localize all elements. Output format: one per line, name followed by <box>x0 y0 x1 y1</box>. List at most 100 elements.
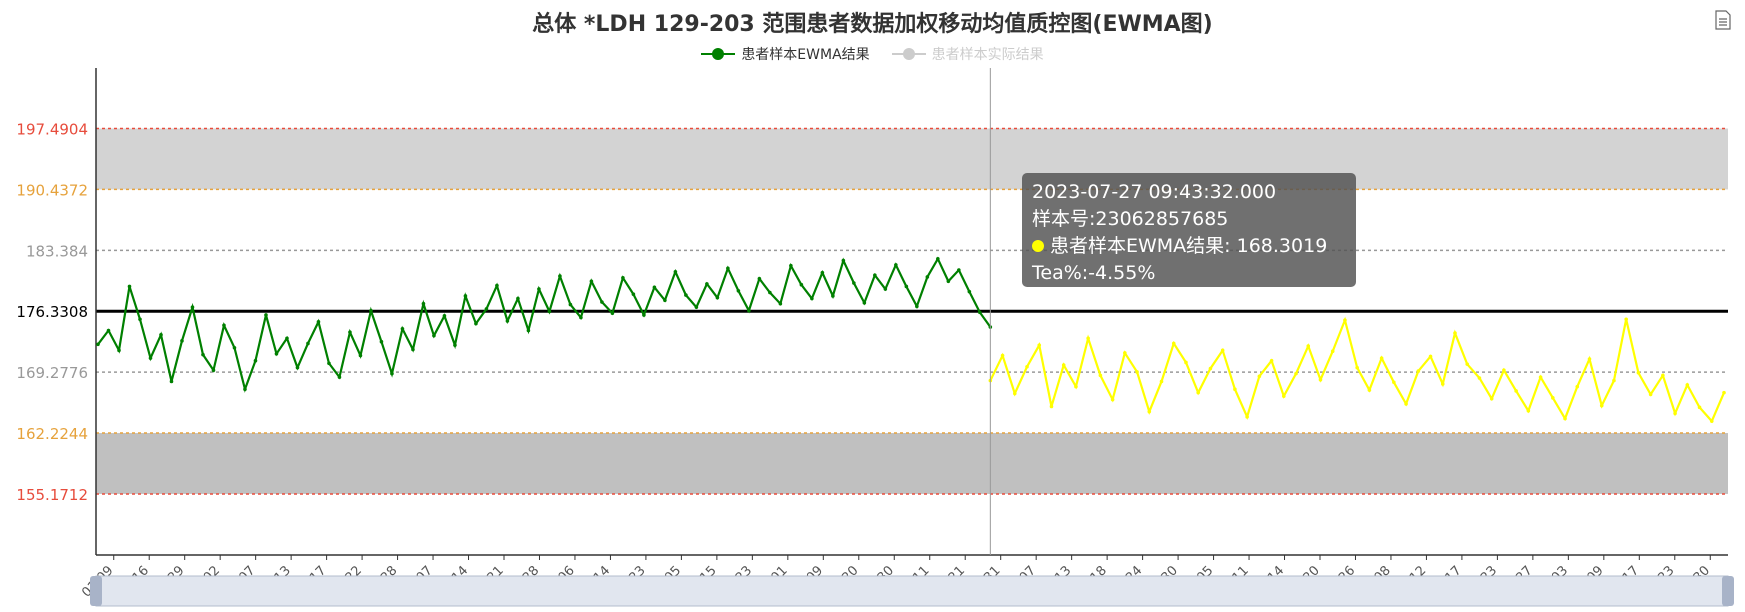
data-point <box>400 326 405 331</box>
data-point <box>1330 349 1335 354</box>
data-point <box>1306 344 1311 348</box>
data-point <box>463 294 468 298</box>
data-point <box>1012 391 1017 396</box>
data-point <box>358 353 363 358</box>
data-point <box>757 276 762 281</box>
legend-line-marker-icon <box>701 48 736 60</box>
y-tick-label: 169.2776 <box>16 364 88 382</box>
data-point <box>505 319 510 323</box>
data-point <box>1159 379 1164 384</box>
data-point <box>1489 396 1494 401</box>
data-point <box>1025 364 1029 369</box>
data-point <box>243 387 247 392</box>
data-point <box>736 288 741 293</box>
data-view-icon[interactable] <box>1715 10 1731 30</box>
data-point <box>915 304 919 309</box>
data-point <box>495 283 499 288</box>
data-point <box>1294 371 1298 376</box>
data-point <box>1661 373 1665 378</box>
data-point <box>1624 317 1628 322</box>
data-point <box>1697 405 1702 410</box>
data-point <box>1049 404 1054 409</box>
data-point <box>1147 409 1152 414</box>
data-point <box>264 313 268 317</box>
data-point <box>1648 392 1653 397</box>
data-point <box>694 305 699 309</box>
data-point <box>1196 390 1201 395</box>
data-point <box>1000 353 1005 358</box>
y-tick-label: 190.4372 <box>16 181 88 199</box>
data-point <box>138 317 142 322</box>
data-point <box>1722 390 1726 395</box>
data-point <box>820 270 825 275</box>
tooltip-tea: Tea%:-4.55% <box>1032 262 1156 284</box>
y-tick-label: 183.384 <box>26 242 88 260</box>
legend: 患者样本EWMA结果 患者样本实际结果 <box>0 44 1745 64</box>
data-point <box>1123 351 1127 355</box>
data-point <box>1612 378 1616 383</box>
data-point <box>1110 397 1115 402</box>
data-point <box>1453 331 1457 335</box>
data-point <box>705 282 709 286</box>
data-point <box>1257 374 1262 379</box>
data-point <box>327 361 331 366</box>
data-point <box>106 328 111 333</box>
legend-item-ewma[interactable]: 患者样本EWMA结果 <box>701 44 870 64</box>
data-point <box>852 281 856 285</box>
data-point <box>474 321 478 326</box>
data-point <box>778 301 783 306</box>
data-point <box>1220 348 1225 353</box>
tooltip-dot-icon <box>1032 240 1044 252</box>
data-point <box>768 290 772 295</box>
data-point <box>537 287 541 291</box>
data-point <box>1392 380 1396 385</box>
data-zoom-handle-right[interactable] <box>1722 576 1734 606</box>
data-point <box>1477 376 1482 380</box>
data-point <box>883 287 888 291</box>
data-point <box>1135 370 1139 374</box>
data-point <box>274 352 279 356</box>
data-point <box>894 263 898 267</box>
data-point <box>1318 377 1323 382</box>
data-point <box>684 293 688 297</box>
tooltip: 2023-07-27 09:43:32.000 样本号:23062857685 … <box>1022 173 1356 287</box>
data-point <box>663 298 667 303</box>
data-point <box>1269 358 1274 363</box>
data-point <box>1355 365 1359 370</box>
data-point <box>1709 419 1714 423</box>
data-point <box>1440 382 1445 386</box>
tooltip-sample: 样本号:23062857685 <box>1032 208 1229 230</box>
data-point <box>1502 368 1506 373</box>
y-tick-label: 162.2244 <box>16 425 88 443</box>
data-point <box>169 379 174 384</box>
data-point <box>526 328 531 333</box>
data-point <box>1184 360 1188 365</box>
data-point <box>726 266 730 271</box>
data-point <box>1465 362 1470 366</box>
data-point <box>673 269 678 274</box>
data-point <box>558 274 562 278</box>
tooltip-datetime: 2023-07-27 09:43:32.000 <box>1032 181 1277 203</box>
data-point <box>222 323 226 328</box>
ewma-series-line <box>97 256 992 393</box>
legend-label-actual: 患者样本实际结果 <box>931 47 1044 63</box>
data-point <box>1061 363 1066 367</box>
data-zoom-handle-left[interactable] <box>90 576 102 606</box>
data-point <box>211 368 216 373</box>
data-point <box>484 307 489 311</box>
data-point <box>285 336 289 341</box>
data-point <box>936 257 940 261</box>
data-point <box>1599 403 1604 408</box>
data-point <box>295 365 300 370</box>
data-point <box>421 301 426 306</box>
data-point <box>1343 318 1347 322</box>
data-point <box>957 268 961 272</box>
data-point <box>831 294 835 298</box>
data-point <box>589 279 594 284</box>
data-point <box>442 314 447 318</box>
data-point <box>1575 384 1580 389</box>
data-point <box>1526 408 1531 413</box>
legend-item-actual[interactable]: 患者样本实际结果 <box>891 44 1044 64</box>
data-point <box>1538 375 1543 379</box>
